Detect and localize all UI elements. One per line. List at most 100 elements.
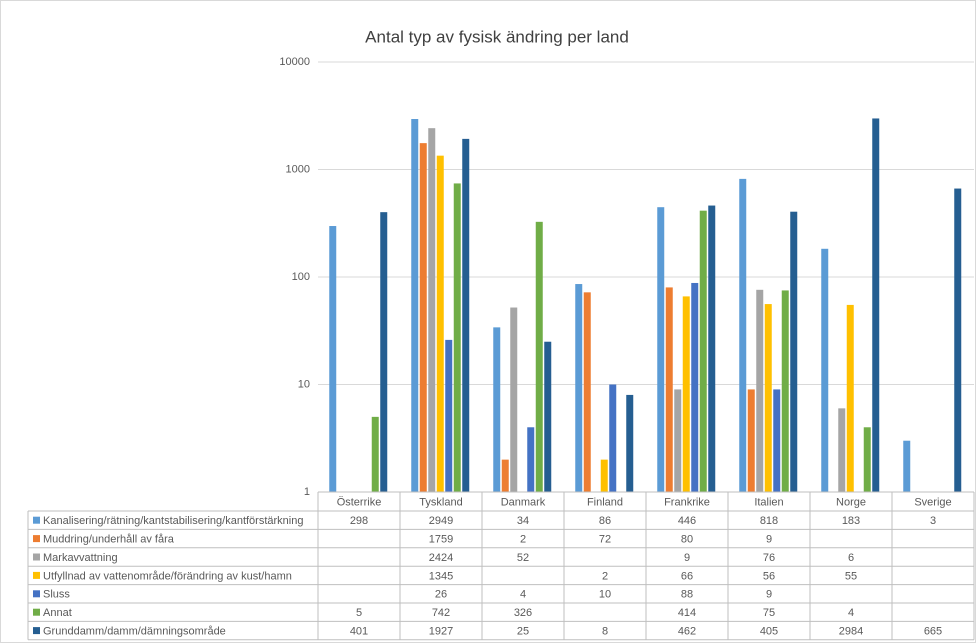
legend-swatch xyxy=(33,535,40,543)
legend-swatch xyxy=(33,516,40,524)
table-cell: 462 xyxy=(678,626,696,638)
legend-label: Grunddamm/damm/dämningsområde xyxy=(43,626,226,638)
table-cell: 2424 xyxy=(429,552,453,564)
bar xyxy=(665,287,673,492)
bar xyxy=(863,427,871,492)
table-cell: 405 xyxy=(760,626,778,638)
legend-swatch xyxy=(33,590,40,598)
legend-label: Markavvattning xyxy=(43,552,118,564)
bar xyxy=(453,183,461,492)
table-cell: 414 xyxy=(678,607,696,619)
table-cell: 1345 xyxy=(429,570,453,582)
bar xyxy=(838,408,846,492)
bar xyxy=(329,226,337,492)
bar xyxy=(657,207,665,492)
bar xyxy=(527,427,535,492)
bar xyxy=(510,307,518,492)
legend-label: Annat xyxy=(43,607,72,619)
table-cell: 5 xyxy=(356,607,362,619)
table-cell: 2949 xyxy=(429,515,453,527)
x-tick-label: Italien xyxy=(754,496,783,508)
bar xyxy=(626,394,634,492)
bar xyxy=(371,416,379,492)
x-tick-label: Norge xyxy=(836,496,866,508)
table-cell: 9 xyxy=(766,534,772,546)
x-tick-label: Tyskland xyxy=(419,496,462,508)
bar xyxy=(739,178,747,492)
bar xyxy=(708,205,716,492)
table-cell: 183 xyxy=(842,515,860,527)
bar xyxy=(691,282,699,492)
bar xyxy=(846,304,854,492)
bar xyxy=(462,138,470,492)
legend-swatch xyxy=(33,608,40,616)
bar xyxy=(773,389,781,492)
y-tick-label: 10000 xyxy=(279,56,310,68)
table-cell: 6 xyxy=(848,552,854,564)
bar xyxy=(790,211,798,492)
bar xyxy=(436,155,444,492)
table-cell: 86 xyxy=(599,515,611,527)
table-cell: 72 xyxy=(599,534,611,546)
table-cell: 665 xyxy=(924,626,942,638)
table-cell: 9 xyxy=(766,589,772,601)
legend-label: Kanalisering/rätning/kantstabilisering/k… xyxy=(43,515,303,527)
table-cell: 298 xyxy=(350,515,368,527)
table-cell: 401 xyxy=(350,626,368,638)
legend-swatch xyxy=(33,553,40,561)
table-cell: 2 xyxy=(602,570,608,582)
table-cell: 9 xyxy=(684,552,690,564)
bar xyxy=(821,248,829,492)
table-cell: 56 xyxy=(763,570,775,582)
table-cell: 34 xyxy=(517,515,529,527)
x-tick-label: Österrike xyxy=(337,496,382,508)
table-cell: 55 xyxy=(845,570,857,582)
x-tick-label: Finland xyxy=(587,496,623,508)
bar xyxy=(747,389,755,492)
bar xyxy=(674,389,682,492)
table-cell: 2 xyxy=(520,534,526,546)
legend-label: Utfyllnad av vattenområde/förändring av … xyxy=(43,570,292,582)
table-cell: 26 xyxy=(435,589,447,601)
bar xyxy=(600,459,608,492)
table-cell: 25 xyxy=(517,626,529,638)
bar xyxy=(872,118,880,492)
bar xyxy=(764,304,772,492)
bar xyxy=(501,459,509,492)
table-cell: 10 xyxy=(599,589,611,601)
bar xyxy=(544,341,552,492)
bar xyxy=(419,143,427,493)
legend-label: Muddring/underhåll av fåra xyxy=(43,534,175,546)
table-cell: 66 xyxy=(681,570,693,582)
table-cell: 1927 xyxy=(429,626,453,638)
table-cell: 8 xyxy=(602,626,608,638)
table-cell: 742 xyxy=(432,607,450,619)
bar xyxy=(535,221,543,492)
bar xyxy=(575,284,583,492)
x-tick-label: Danmark xyxy=(501,496,546,508)
legend-swatch xyxy=(33,571,40,579)
y-tick-label: 10 xyxy=(298,378,310,390)
legend-label: Sluss xyxy=(43,589,70,601)
y-tick-label: 1 xyxy=(304,486,310,498)
x-tick-label: Frankrike xyxy=(664,496,710,508)
table-cell: 80 xyxy=(681,534,693,546)
bar xyxy=(903,440,911,492)
table-cell: 76 xyxy=(763,552,775,564)
table-cell: 1759 xyxy=(429,534,453,546)
bar xyxy=(699,210,707,492)
bar xyxy=(756,289,764,492)
bar xyxy=(609,384,617,492)
table-cell: 75 xyxy=(763,607,775,619)
chart-title: Antal typ av fysisk ändring per land xyxy=(365,27,629,46)
table-cell: 446 xyxy=(678,515,696,527)
bar xyxy=(583,292,591,492)
bar xyxy=(411,119,419,493)
table-cell: 818 xyxy=(760,515,778,527)
bar xyxy=(954,188,962,492)
bar xyxy=(781,290,789,492)
y-tick-label: 1000 xyxy=(286,163,310,175)
bar xyxy=(493,327,501,492)
